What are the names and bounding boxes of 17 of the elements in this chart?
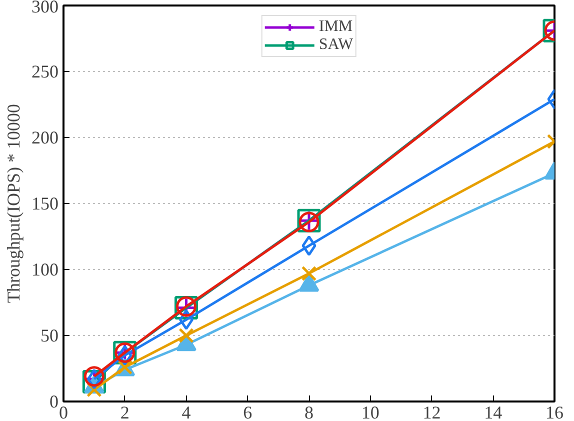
x-tick-label: 12 [422,402,441,421]
y-tick-label: 50 [40,326,58,346]
x-tick-label: 16 [546,402,564,421]
x-tick-label: 6 [243,402,252,421]
y-tick-label: 200 [32,128,58,148]
x-tick-label: 8 [304,402,314,421]
y-tick-label: 100 [32,260,58,280]
y-tick-label: 150 [32,194,58,214]
x-tick-label: 14 [484,402,502,421]
x-tick-label: 10 [361,402,380,421]
x-tick-label: 2 [120,402,130,421]
legend-label: SAW [318,36,354,54]
y-axis-title: Throughput(IOPS) * 10000 [4,104,24,303]
y-tick-label: 300 [32,0,58,16]
x-tick-label: 4 [182,402,191,421]
legend-label: IMM [318,18,353,36]
y-tick-label: 250 [32,62,58,82]
